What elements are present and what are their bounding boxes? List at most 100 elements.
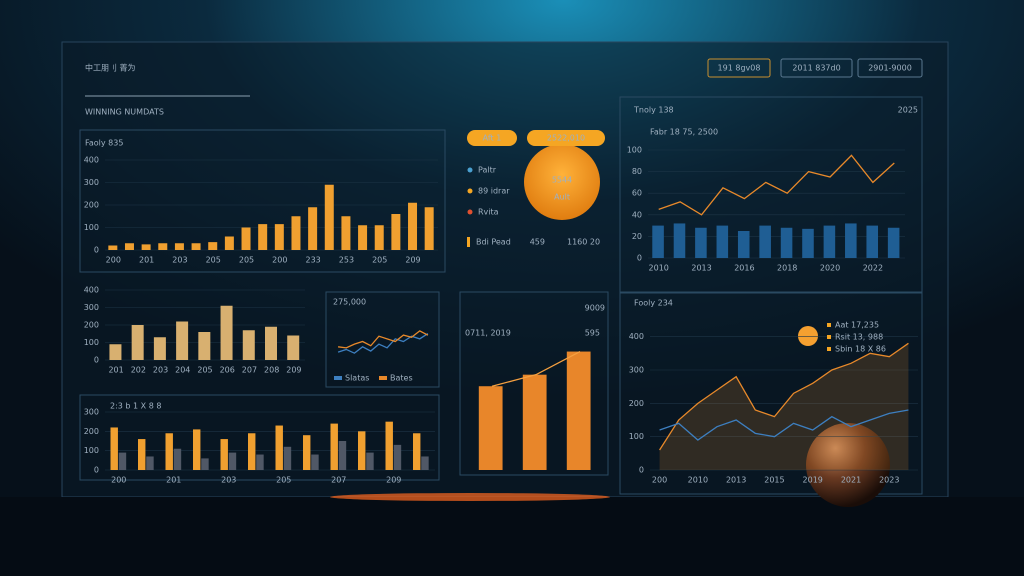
line	[659, 409, 909, 441]
bar	[330, 423, 338, 470]
bar	[413, 433, 421, 470]
legend-label: Bates	[390, 374, 413, 383]
bar	[146, 456, 154, 470]
bar	[174, 243, 184, 250]
bar	[198, 332, 211, 360]
bar	[275, 425, 283, 470]
button[interactable]	[857, 58, 923, 78]
bar	[241, 227, 251, 250]
bar	[845, 223, 857, 258]
chart-title: Tnoly 138	[633, 106, 674, 115]
bar	[358, 225, 368, 250]
legend-swatch	[334, 376, 342, 380]
bar	[131, 325, 144, 360]
bar	[652, 225, 664, 258]
bar	[124, 243, 134, 250]
button-label[interactable]: 2901-9000	[868, 64, 912, 73]
bar	[338, 441, 347, 470]
x-tick-label: 203	[153, 366, 168, 375]
bar	[324, 184, 334, 250]
y-tick-label: 300	[84, 408, 99, 417]
bar	[109, 344, 122, 360]
x-tick-label: 2010	[688, 476, 708, 485]
bar	[341, 216, 351, 250]
y-tick-label: 100	[84, 446, 99, 455]
bar	[118, 452, 127, 470]
x-tick-label: 2015	[764, 476, 784, 485]
bar	[374, 225, 384, 250]
y-tick-label: 400	[84, 286, 99, 295]
panel-frames	[79, 96, 923, 495]
legend-label: 89 idrar	[478, 187, 510, 196]
bar	[256, 454, 264, 470]
line	[659, 342, 909, 451]
legend-swatch	[379, 376, 387, 380]
chart-title: Faoly 835	[85, 139, 123, 148]
bar	[283, 446, 292, 470]
bar	[110, 427, 118, 470]
x-tick-label: 200	[652, 476, 667, 485]
x-tick-label: 2013	[691, 264, 711, 273]
area	[659, 343, 909, 470]
x-tick-label: 2010	[649, 264, 669, 273]
x-tick-label: 201	[166, 476, 181, 485]
x-tick-label: 208	[264, 366, 279, 375]
x-tick-label: 207	[242, 366, 257, 375]
legend-label: Slatas	[345, 374, 369, 383]
bar	[220, 305, 233, 360]
button[interactable]	[780, 58, 853, 78]
x-tick-label: 2023	[879, 476, 899, 485]
chart-title: Fooly 234	[634, 299, 673, 308]
button-label[interactable]: 191 8gv08	[718, 64, 761, 73]
x-tick-label: 201	[139, 256, 154, 265]
legend-label: Rvita	[478, 208, 499, 217]
bar	[759, 225, 771, 258]
bar	[823, 225, 836, 258]
kpi-footer: 459	[530, 238, 545, 247]
x-tick-label: 205	[276, 476, 291, 485]
bar	[424, 207, 434, 250]
x-tick-label: 2018	[777, 264, 797, 273]
x-tick-label: 201	[108, 366, 123, 375]
bar	[522, 374, 547, 470]
bar	[242, 330, 255, 360]
bar	[695, 227, 707, 258]
bar	[303, 435, 311, 470]
legend-label: Rsit 13, 988	[835, 333, 883, 342]
x-tick-label: 2021	[841, 476, 861, 485]
bar	[408, 202, 418, 250]
x-tick-label: 209	[286, 366, 301, 375]
x-tick-label: 205	[206, 256, 221, 265]
chart-title: 0711, 2019	[465, 329, 511, 338]
y-tick-label: 20	[632, 232, 642, 241]
y-tick-label: 0	[94, 466, 99, 475]
bar	[176, 321, 189, 360]
bar	[153, 337, 166, 360]
button-label[interactable]: 2011 837d0	[792, 64, 840, 73]
chart-title: 2:3 b 1 X 8 8	[110, 402, 161, 411]
x-tick-label: 2022	[863, 264, 883, 273]
x-tick-label: 209	[405, 256, 420, 265]
x-tick-label: 209	[386, 476, 401, 485]
kpi-caption: Ault	[554, 193, 570, 202]
line	[491, 350, 581, 387]
x-tick-label: 206	[220, 366, 235, 375]
badge-label: 2522,010	[547, 134, 585, 143]
bar	[165, 433, 173, 470]
button[interactable]	[707, 58, 771, 78]
x-tick-label: 205	[197, 366, 212, 375]
legend-label: Paltr	[478, 166, 497, 175]
kpi-footer: 1160 20	[567, 238, 600, 247]
bar	[248, 433, 256, 470]
x-tick-label: 233	[305, 256, 320, 265]
line	[658, 154, 895, 216]
bar	[358, 431, 366, 470]
bar	[866, 225, 879, 258]
subtitle: WINNING NUMDATS	[85, 108, 164, 117]
bar	[391, 214, 401, 250]
x-tick-label: 200	[272, 256, 287, 265]
bar	[673, 223, 686, 258]
bar	[220, 439, 228, 470]
